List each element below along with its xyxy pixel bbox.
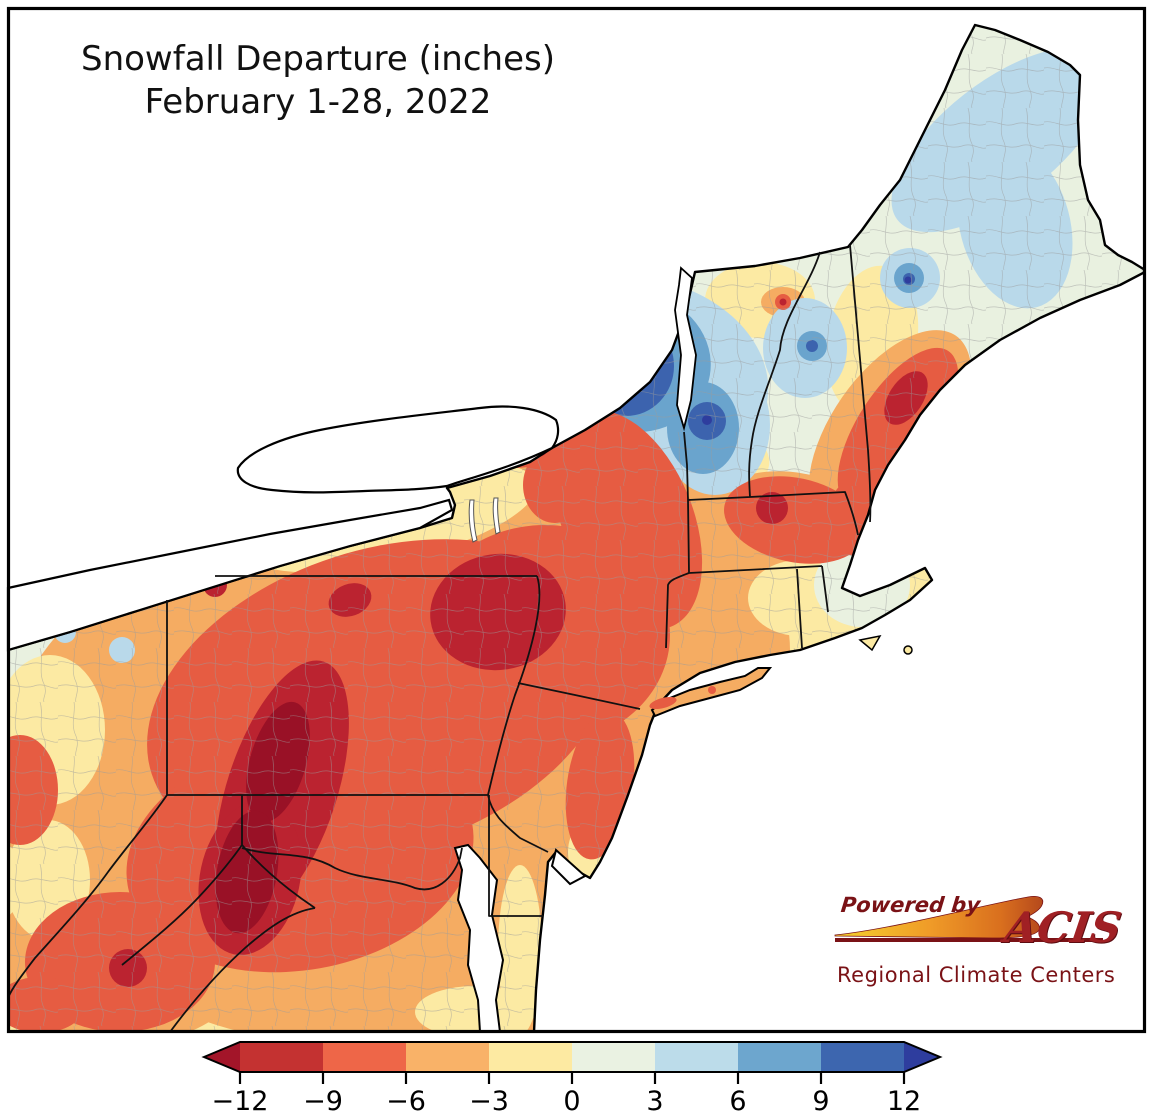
state-borders [7,244,872,1033]
colorbar: −12 −9 −6 −3 0 3 6 9 12 [201,1041,943,1112]
colorbar-tick-label: −12 [212,1086,269,1112]
colorbar-tick-label: 12 [887,1086,921,1112]
colorbar-tick-label: 6 [729,1086,746,1112]
colorbar-extend-right [904,1042,940,1072]
regional-climate-centers-label: Regional Climate Centers [837,963,1116,987]
acis-logo: Powered by ACIS Regional Climate Centers [833,893,1125,993]
finger-lakes [468,497,501,543]
acis-swoosh-icon [834,896,1103,942]
map-title-line2: February 1-28, 2022 [144,82,492,122]
colorbar-segment [489,1042,572,1072]
colorbar-tick-label: 3 [646,1086,663,1112]
acis-brand-label: ACIS [1001,903,1125,952]
lake-erie [6,498,454,652]
colorbar-segment [655,1042,738,1072]
map-title-line1: Snowfall Departure (inches) [81,39,555,79]
colorbar-tick-label: −3 [469,1086,509,1112]
colorbar-extend-left [204,1042,240,1072]
map-frame [6,6,1147,1034]
colorbar-segment [572,1042,655,1072]
colorbar-segment [738,1042,821,1072]
colorbar-tick-label: 0 [563,1086,580,1112]
lake-ontario [236,405,560,494]
colorbar-segment [240,1042,323,1072]
colorbar-segment [406,1042,489,1072]
colorbar-tick-label: 9 [812,1086,829,1112]
colorbar-tick-label: −6 [386,1086,426,1112]
colorbar-segment [821,1042,904,1072]
map-title: Snowfall Departure (inches) February 1-2… [57,38,579,124]
colorbar-segment [323,1042,406,1072]
long-island [649,667,773,718]
colorbar-tick-label: −9 [303,1086,343,1112]
powered-by-label: Powered by [839,893,982,917]
offshore-islands [858,634,913,655]
delaware-bay [550,848,587,886]
lake-champlain [674,266,697,432]
